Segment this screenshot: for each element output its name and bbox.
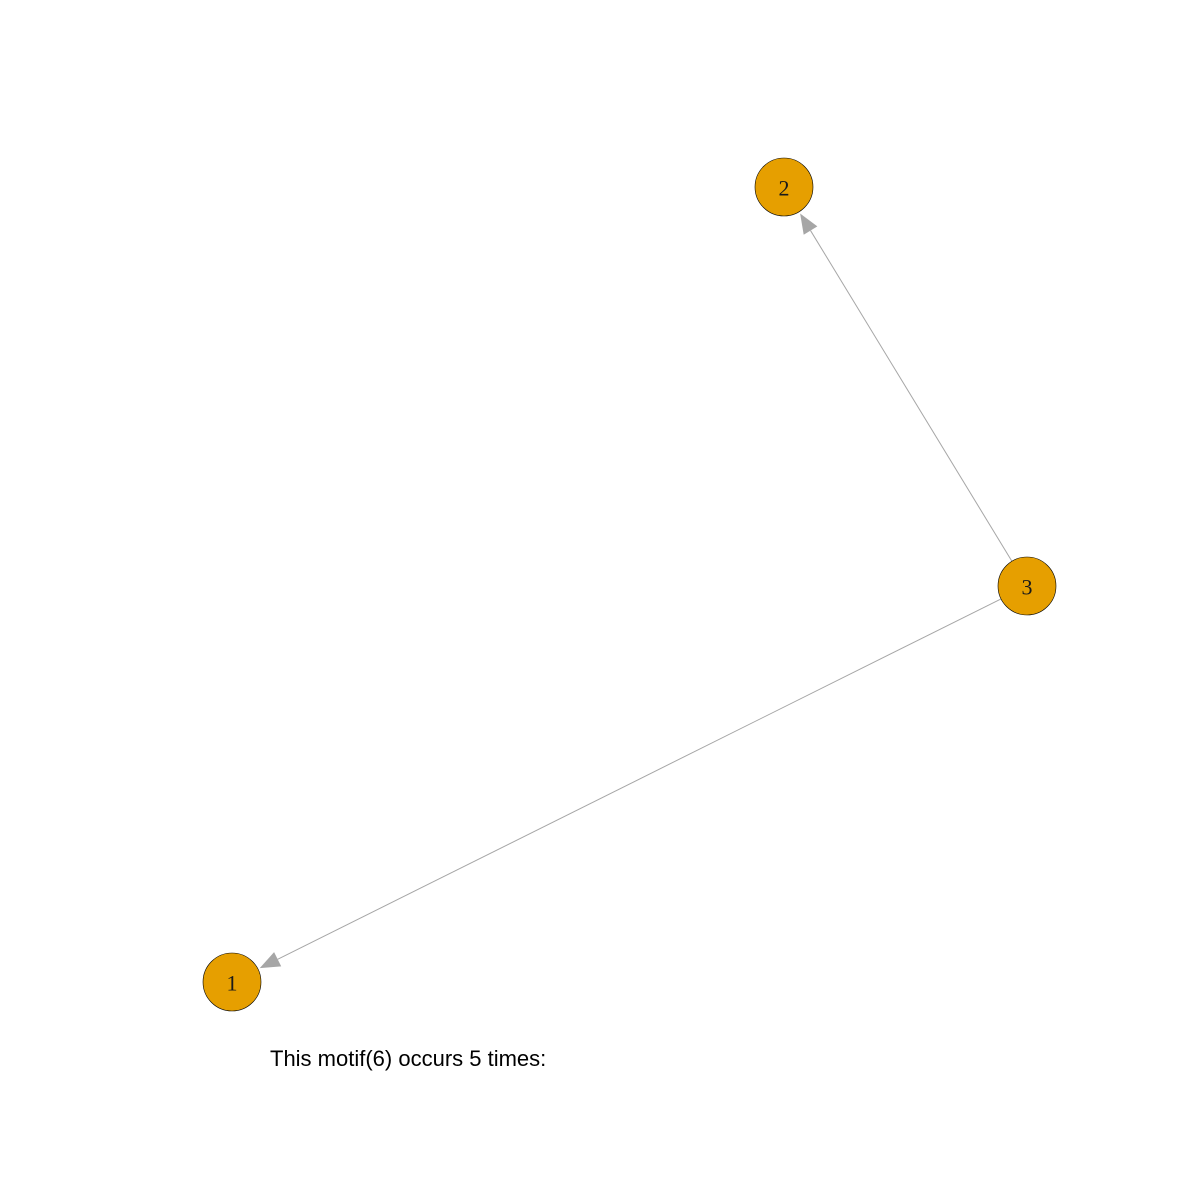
node-3: 3 bbox=[997, 556, 1057, 616]
node-circle-1 bbox=[202, 952, 262, 1012]
motif-caption: This motif(6) occurs 5 times: bbox=[270, 1046, 547, 1071]
node-2: 2 bbox=[754, 157, 814, 217]
node-label-2: 2 bbox=[779, 176, 790, 201]
node-circle-3 bbox=[997, 556, 1057, 616]
node-1: 1 bbox=[202, 952, 262, 1012]
edge-3-2 bbox=[810, 230, 1013, 562]
arrowhead-3-1 bbox=[259, 952, 282, 969]
edges-layer bbox=[259, 213, 1013, 969]
nodes-layer: 1 2 3 bbox=[202, 157, 1057, 1012]
edge-3-1 bbox=[277, 598, 1002, 960]
arrowhead-3-2 bbox=[800, 213, 818, 235]
node-label-1: 1 bbox=[227, 971, 238, 996]
node-label-3: 3 bbox=[1022, 575, 1033, 600]
node-circle-2 bbox=[754, 157, 814, 217]
